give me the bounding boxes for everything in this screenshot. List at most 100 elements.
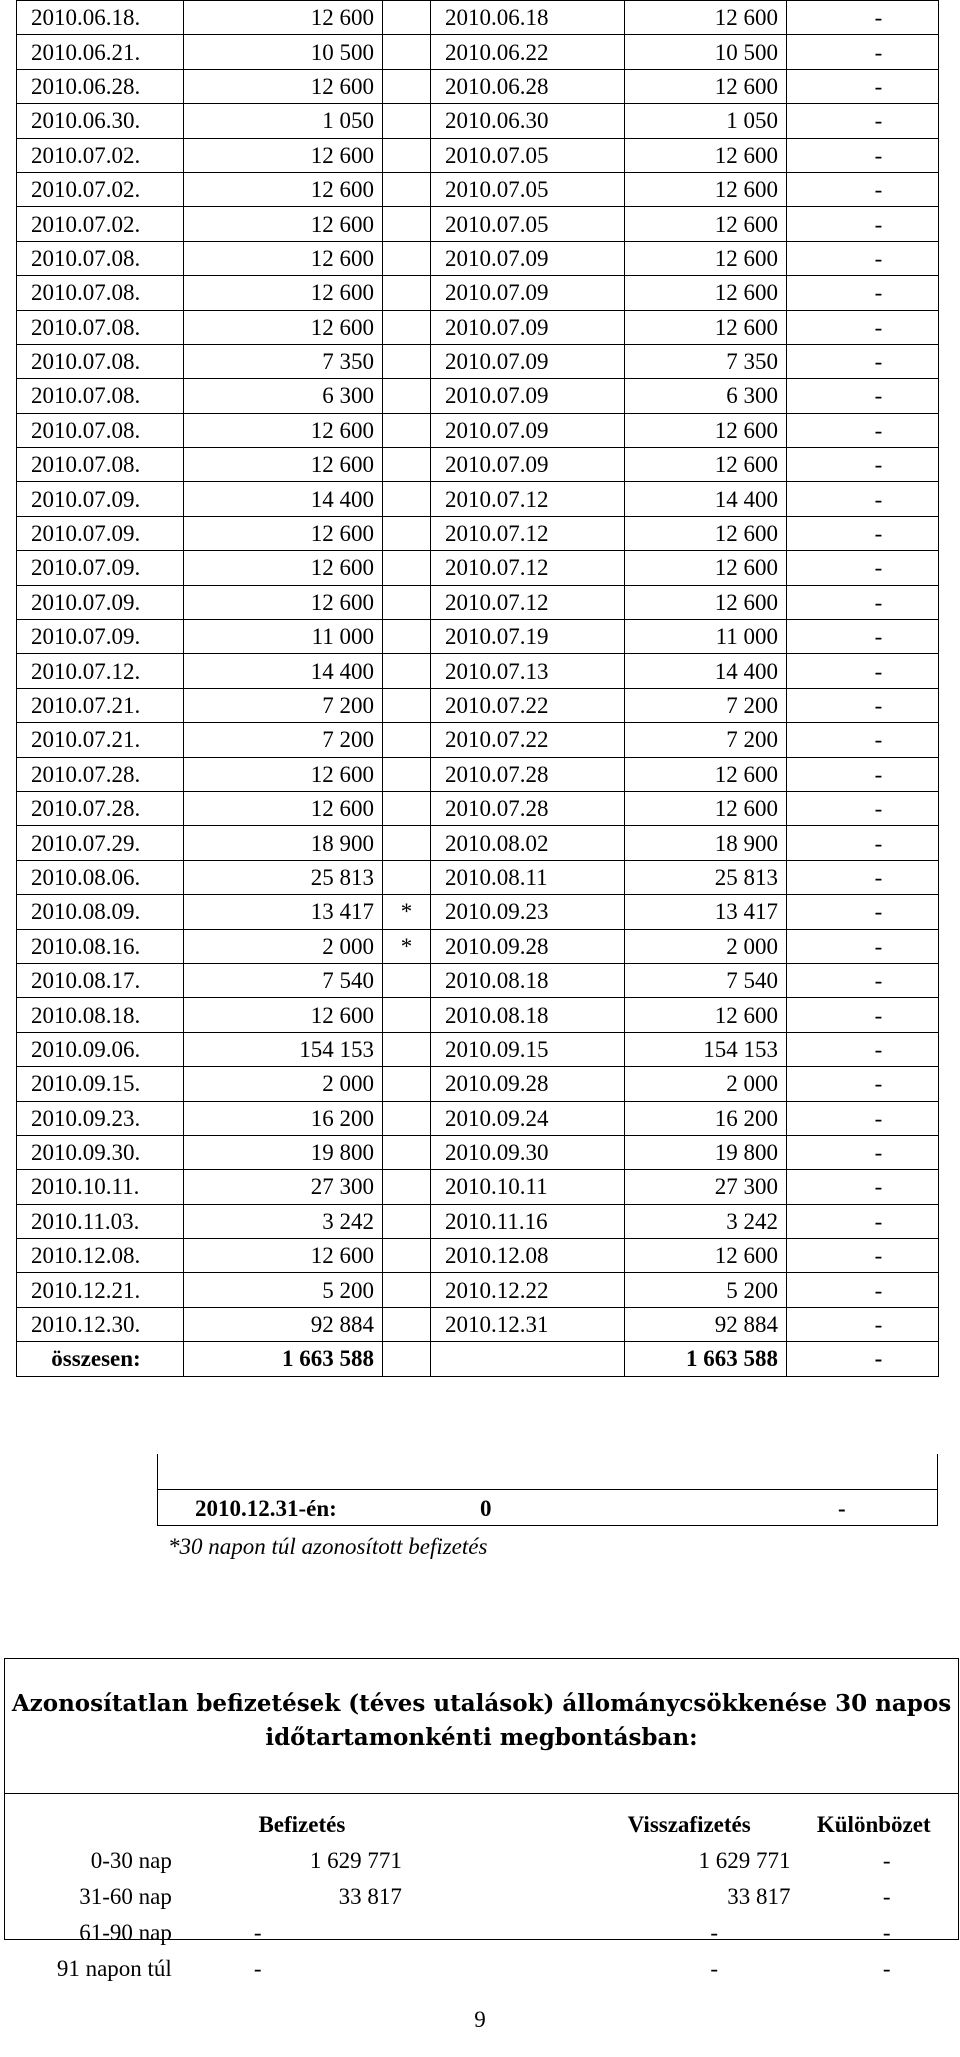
table-row: 2010.12.21. 5 200 2010.12.22 5 200- bbox=[16, 1272, 939, 1308]
total-visszafizetes: 1 663 588 bbox=[624, 1341, 787, 1377]
refund-amount: 13 417 bbox=[624, 894, 787, 930]
late-marker bbox=[382, 103, 431, 139]
payment-amount: 14 400 bbox=[183, 653, 383, 689]
payment-amount: 2 000 bbox=[183, 1066, 383, 1102]
late-marker bbox=[382, 481, 431, 517]
payment-date: 2010.07.02. bbox=[16, 171, 184, 208]
refund-date: 2010.07.22 bbox=[430, 687, 625, 724]
refund-date: 2010.07.09 bbox=[430, 309, 625, 345]
difference: - bbox=[786, 687, 939, 724]
summary-divider bbox=[5, 1793, 958, 1794]
late-marker bbox=[382, 790, 431, 827]
table-row: 2010.08.06. 25 813 2010.08.11 25 813- bbox=[16, 859, 939, 896]
late-marker bbox=[382, 619, 431, 655]
summary-row: 0-30 nap 1 629 771 1 629 771 - bbox=[5, 1843, 957, 1879]
payment-date: 2010.12.30. bbox=[16, 1306, 184, 1343]
refund-date: 2010.08.18 bbox=[430, 962, 625, 999]
table-row: 2010.09.06. 154 153 2010.09.15 154 153- bbox=[16, 1031, 939, 1068]
payment-amount: 12 600 bbox=[183, 171, 383, 208]
payment-amount: 12 600 bbox=[183, 550, 383, 586]
refund-amount: 18 900 bbox=[624, 825, 787, 861]
table-row: 2010.07.29. 18 900 2010.08.02 18 900- bbox=[16, 825, 939, 861]
table-row: 2010.07.02. 12 600 2010.07.05 12 600- bbox=[16, 137, 939, 173]
transactions-table: 2010.06.18. 12 600 2010.06.18 12 600-2010.0… bbox=[16, 0, 939, 1377]
late-marker bbox=[382, 447, 431, 483]
payment-amount: 5 200 bbox=[183, 1272, 383, 1308]
table-row: 2010.06.28. 12 600 2010.06.28 12 600- bbox=[16, 68, 939, 105]
refund-amount: 12 600 bbox=[624, 171, 787, 208]
refund-amount: 11 000 bbox=[624, 619, 787, 655]
late-marker bbox=[382, 68, 431, 105]
year-end-label: 2010.12.31-én: bbox=[195, 1496, 337, 1521]
summary-row: 31-60 nap 33 817 33 817 - bbox=[5, 1879, 957, 1915]
refund-date: 2010.08.11 bbox=[430, 859, 625, 896]
payment-date: 2010.07.08. bbox=[16, 447, 184, 483]
refund-date: 2010.10.11 bbox=[430, 1169, 625, 1205]
refund-amount: 7 350 bbox=[624, 343, 787, 380]
payment-date: 2010.07.08. bbox=[16, 343, 184, 380]
table-row: 2010.07.08. 12 600 2010.07.09 12 600- bbox=[16, 412, 939, 449]
difference: - bbox=[786, 34, 939, 70]
late-marker bbox=[382, 137, 431, 173]
payment-date: 2010.12.08. bbox=[16, 1238, 184, 1274]
difference: - bbox=[786, 137, 939, 173]
late-marker bbox=[382, 997, 431, 1033]
refund-amount: 10 500 bbox=[624, 34, 787, 70]
refund-amount: 12 600 bbox=[624, 206, 787, 242]
table-row: 2010.07.09. 11 000 2010.07.19 11 000- bbox=[16, 619, 939, 655]
refund-amount: 1 050 bbox=[624, 103, 787, 139]
late-marker bbox=[382, 1238, 431, 1274]
blank-row bbox=[157, 1454, 938, 1490]
refund-date: 2010.07.12 bbox=[430, 584, 625, 621]
payment-amount: 12 600 bbox=[183, 1238, 383, 1274]
refund-date: 2010.07.28 bbox=[430, 790, 625, 827]
footnote: *30 napon túl azonosított befizetés bbox=[168, 1534, 488, 1559]
table-row: 2010.07.09. 14 400 2010.07.12 14 400- bbox=[16, 481, 939, 517]
difference: - bbox=[786, 619, 939, 655]
refund-amount: 19 800 bbox=[624, 1134, 787, 1171]
payment-amount: 12 600 bbox=[183, 790, 383, 827]
difference: - bbox=[786, 756, 939, 792]
refund-date: 2010.07.05 bbox=[430, 137, 625, 173]
refund-date: 2010.07.12 bbox=[430, 481, 625, 517]
difference: - bbox=[786, 962, 939, 999]
year-end-value: 0 bbox=[480, 1496, 492, 1521]
late-marker bbox=[382, 1169, 431, 1205]
table-row: 2010.11.03. 3 242 2010.11.16 3 242- bbox=[16, 1203, 939, 1240]
late-marker bbox=[382, 206, 431, 242]
table-row: 2010.07.09. 12 600 2010.07.12 12 600- bbox=[16, 550, 939, 586]
refund-date: 2010.07.22 bbox=[430, 722, 625, 758]
summary-spacer bbox=[402, 1843, 548, 1879]
refund-date: 2010.08.02 bbox=[430, 825, 625, 861]
total-kulonbozet: - bbox=[786, 1341, 939, 1377]
payment-amount: 13 417 bbox=[183, 894, 383, 930]
payment-amount: 12 600 bbox=[183, 309, 383, 345]
payment-date: 2010.07.08. bbox=[16, 378, 184, 414]
late-marker bbox=[382, 653, 431, 689]
late-marker bbox=[382, 309, 431, 345]
late-marker bbox=[382, 756, 431, 792]
late-marker bbox=[382, 1203, 431, 1240]
table-row: 2010.07.12. 14 400 2010.07.13 14 400- bbox=[16, 653, 939, 689]
difference: - bbox=[786, 1238, 939, 1274]
payment-amount: 10 500 bbox=[183, 34, 383, 70]
difference: - bbox=[786, 1272, 939, 1308]
summary-header-kulonbozet: Különbözet bbox=[816, 1812, 931, 1837]
summary-befizetes: - bbox=[253, 1956, 262, 1981]
table-row: 2010.06.30. 1 050 2010.06.30 1 050- bbox=[16, 103, 939, 139]
table-row: 2010.09.23. 16 200 2010.09.24 16 200- bbox=[16, 1100, 939, 1136]
payment-date: 2010.07.12. bbox=[16, 653, 184, 689]
payment-amount: 12 600 bbox=[183, 275, 383, 311]
late-marker bbox=[382, 515, 431, 552]
payment-amount: 12 600 bbox=[183, 447, 383, 483]
payment-date: 2010.06.18. bbox=[16, 0, 184, 36]
late-marker bbox=[382, 1100, 431, 1136]
summary-visszafizetes: - bbox=[710, 1920, 719, 1945]
summary-period: 0-30 nap bbox=[90, 1848, 172, 1873]
table-row: 2010.07.28. 12 600 2010.07.28 12 600- bbox=[16, 790, 939, 827]
table-row: 2010.07.21. 7 200 2010.07.22 7 200- bbox=[16, 687, 939, 724]
table-row: 2010.07.08. 12 600 2010.07.09 12 600- bbox=[16, 240, 939, 277]
payment-date: 2010.07.08. bbox=[16, 309, 184, 345]
summary-spacer bbox=[402, 1915, 548, 1951]
difference: - bbox=[786, 0, 939, 36]
